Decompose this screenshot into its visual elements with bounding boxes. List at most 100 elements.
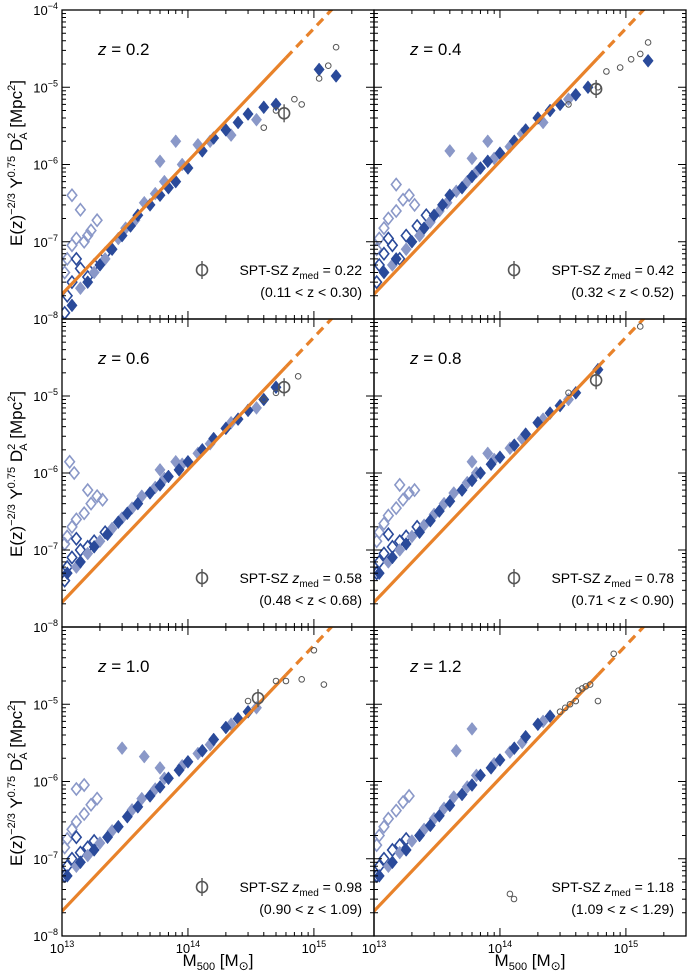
open-light-diamond bbox=[78, 806, 91, 822]
spt-median-point bbox=[277, 107, 291, 120]
filled-dark-diamond bbox=[474, 161, 486, 175]
y-axis-label-dsub: A bbox=[18, 752, 30, 760]
spt-annotation-z: z bbox=[291, 570, 299, 586]
spt-open-circle bbox=[244, 697, 252, 705]
redshift-range: (0.11 < z < 0.30) bbox=[260, 284, 362, 300]
y-axis-label-unit: [Mpc bbox=[7, 401, 26, 443]
y-tick-label-base: 10 bbox=[33, 543, 47, 558]
y-tick-label: 10−5 bbox=[33, 695, 58, 712]
spt-annotation: SPT-SZ zmed = 0.98 bbox=[239, 879, 362, 899]
filled-light-diamond bbox=[466, 454, 478, 469]
filled-light-diamond bbox=[450, 743, 462, 758]
x-axis-label-close: ] bbox=[561, 951, 566, 970]
spt-open-circle bbox=[565, 389, 572, 397]
y-axis-label-mid: Y bbox=[7, 488, 26, 504]
open-light-diamond bbox=[70, 512, 83, 527]
spt-open-circle bbox=[298, 101, 305, 108]
spt-open-circle bbox=[506, 890, 514, 898]
y-tick-label: 10−6 bbox=[33, 773, 58, 790]
filled-dark-diamond bbox=[182, 754, 194, 769]
filled-light-diamond bbox=[154, 462, 166, 477]
filled-dark-diamond bbox=[474, 768, 486, 783]
open-light-diamond bbox=[62, 265, 71, 280]
spt-annotation-z: z bbox=[603, 570, 611, 586]
filled-dark-diamond bbox=[208, 732, 220, 747]
redshift-label-z: z bbox=[97, 657, 107, 676]
fit-line-dashed bbox=[284, 627, 334, 677]
spt-annotation-sub: med bbox=[611, 888, 630, 899]
x-axis-label-sub: 500 bbox=[509, 961, 527, 973]
open-light-diamond bbox=[374, 828, 386, 843]
x-axis-label-pre: M bbox=[183, 951, 197, 970]
y-tick-label-base: 10 bbox=[33, 389, 47, 404]
filled-dark-diamond bbox=[400, 843, 412, 857]
spt-median-point bbox=[251, 691, 265, 705]
open-light-diamond bbox=[403, 485, 415, 501]
filled-dark-diamond bbox=[102, 830, 114, 845]
filled-light-diamond bbox=[94, 836, 106, 850]
open-light-diamond bbox=[78, 777, 91, 793]
y-axis-label-unit: [Mpc bbox=[7, 710, 26, 752]
y-tick-label-exp: −6 bbox=[48, 464, 58, 474]
fit-line-dashed bbox=[596, 319, 646, 368]
open-light-diamond bbox=[68, 465, 81, 481]
y-tick-label-exp: −7 bbox=[48, 233, 58, 243]
filled-dark-diamond bbox=[474, 466, 486, 480]
filled-dark-diamond bbox=[242, 107, 254, 121]
redshift-range: (0.48 < z < 0.68) bbox=[259, 592, 362, 608]
redshift-label: z = 0.2 bbox=[97, 40, 150, 59]
open-light-diamond bbox=[96, 492, 109, 507]
y-tick-label-exp: −8 bbox=[48, 927, 58, 937]
x-tick-label-exp: 14 bbox=[190, 939, 200, 949]
filled-dark-diamond bbox=[424, 513, 436, 528]
redshift-label: z = 0.4 bbox=[409, 40, 462, 59]
filled-dark-diamond bbox=[173, 462, 185, 477]
spt-median-point bbox=[589, 373, 603, 387]
filled-dark-diamond bbox=[570, 87, 582, 102]
y-tick-label-base: 10 bbox=[33, 466, 47, 481]
y-axis-label-exp2: 0.75 bbox=[6, 467, 18, 488]
filled-dark-diamond bbox=[313, 62, 325, 77]
filled-dark-diamond bbox=[374, 566, 385, 581]
filled-dark-diamond bbox=[74, 555, 86, 569]
x-tick-label-exp: 15 bbox=[316, 939, 326, 949]
redshift-label-value: = 0.4 bbox=[419, 40, 462, 59]
filled-light-diamond bbox=[82, 546, 94, 561]
spt-annotation-label: SPT-SZ bbox=[551, 879, 604, 895]
filled-light-diamond bbox=[400, 242, 412, 257]
filled-dark-diamond bbox=[112, 515, 124, 530]
open-light-diamond bbox=[374, 231, 386, 246]
legend-circle bbox=[195, 263, 209, 277]
fit-line-solid bbox=[62, 673, 288, 913]
filled-light-diamond bbox=[537, 714, 549, 729]
open-light-diamond bbox=[374, 533, 383, 549]
redshift-label-value: = 1.0 bbox=[107, 657, 150, 676]
open-dark-diamond bbox=[382, 231, 395, 246]
redshift-range: (0.90 < z < 1.09) bbox=[259, 901, 362, 917]
filled-dark-diamond bbox=[374, 868, 385, 883]
y-tick-label: 10−7 bbox=[33, 850, 58, 867]
filled-dark-diamond bbox=[154, 478, 166, 492]
filled-dark-diamond bbox=[485, 457, 497, 472]
filled-dark-diamond bbox=[414, 525, 426, 540]
filled-dark-diamond bbox=[162, 469, 174, 484]
redshift-label-z: z bbox=[97, 349, 107, 368]
x-axis-label-odot: ⊙ bbox=[239, 959, 249, 973]
x-axis-label-sub: 500 bbox=[197, 961, 215, 973]
y-tick-label-exp: −4 bbox=[48, 1, 58, 11]
open-light-diamond bbox=[408, 482, 421, 498]
filled-light-diamond bbox=[466, 721, 478, 736]
open-light-diamond bbox=[390, 803, 403, 818]
y-axis-label-exp2: 0.75 bbox=[6, 776, 18, 797]
panel-plot-area bbox=[374, 10, 654, 296]
filled-dark-diamond bbox=[592, 362, 604, 377]
filled-light-diamond bbox=[482, 134, 494, 149]
open-light-diamond bbox=[382, 211, 395, 226]
open-light-diamond bbox=[70, 814, 83, 830]
spt-open-circle bbox=[603, 68, 610, 75]
spt-annotation-label: SPT-SZ bbox=[239, 570, 292, 586]
y-tick-label-exp: −7 bbox=[48, 850, 58, 860]
